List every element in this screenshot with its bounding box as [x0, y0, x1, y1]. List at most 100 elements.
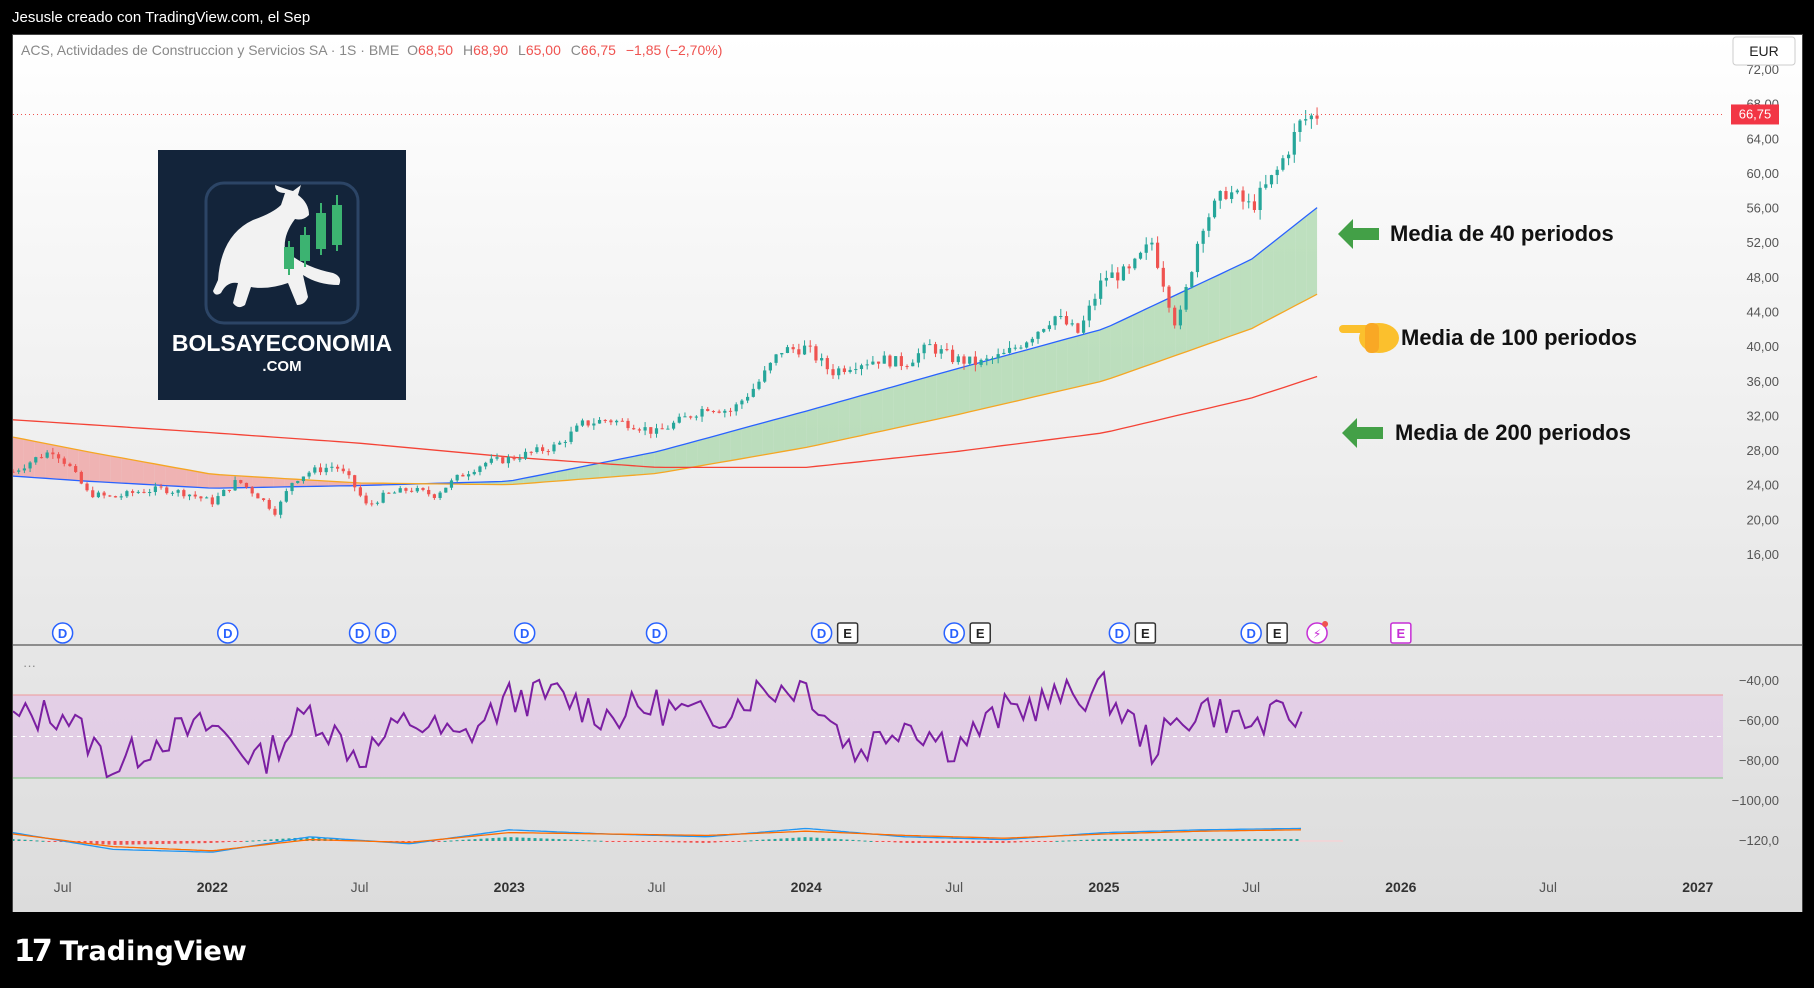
- candle: [734, 402, 738, 416]
- candle: [501, 456, 505, 464]
- currency-button[interactable]: EUR: [1732, 36, 1796, 66]
- indicator-collapse-dots[interactable]: ···: [23, 658, 36, 673]
- macd-histogram-bar: [1151, 839, 1155, 841]
- macd-histogram-bar: [1169, 839, 1173, 841]
- candle: [1059, 308, 1063, 320]
- lower-y-tick-label: −40,00: [1739, 673, 1779, 688]
- macd-histogram-bar: [491, 838, 495, 841]
- candle: [1007, 341, 1012, 354]
- macd-histogram-bar: [545, 838, 549, 841]
- event-marker[interactable]: E: [836, 622, 859, 644]
- event-marker[interactable]: D: [217, 622, 239, 644]
- macd-histogram-bar: [749, 840, 753, 842]
- candle: [239, 479, 243, 485]
- event-marker[interactable]: D: [1108, 622, 1131, 644]
- macd-histogram-bar: [233, 841, 237, 842]
- ma-fill-segment: [817, 404, 829, 446]
- event-marker[interactable]: E: [1266, 622, 1288, 644]
- svg-text:D: D: [1115, 626, 1124, 641]
- ma-fill-segment: [154, 463, 166, 486]
- ma-fill-segment: [828, 401, 839, 443]
- candle: [39, 453, 44, 459]
- candle: [404, 487, 408, 494]
- x-tick-label: 2022: [197, 879, 228, 895]
- macd-histogram-bar: [539, 838, 543, 841]
- macd-histogram-bar: [1031, 841, 1035, 842]
- event-marker[interactable]: E: [1390, 622, 1412, 644]
- macd-histogram-bar: [107, 841, 111, 845]
- pointing-hand-icon: [1339, 323, 1399, 353]
- ma-fill-segment: [599, 460, 611, 478]
- green-arrow-left-icon: [1338, 219, 1379, 249]
- candle: [102, 490, 106, 499]
- macd-histogram-bar: [809, 837, 813, 841]
- event-marker[interactable]: D: [513, 622, 536, 644]
- svg-text:E: E: [976, 626, 985, 641]
- candle: [506, 454, 511, 468]
- tradingview-logo[interactable]: 17 TradingView: [14, 934, 247, 969]
- candle: [91, 486, 95, 499]
- ma-fill-segment: [284, 478, 296, 487]
- macd-histogram-bar: [119, 841, 123, 845]
- macd-histogram-bar: [761, 839, 765, 841]
- candle: [461, 473, 465, 477]
- symbol-bar: ACS, Actividades de Construccion y Servi…: [21, 42, 722, 58]
- event-marker[interactable]: D: [374, 622, 397, 644]
- candle: [1190, 271, 1194, 289]
- x-tick-label: 2027: [1682, 879, 1713, 895]
- candle: [523, 448, 528, 460]
- candle: [615, 419, 619, 426]
- ma-fill-segment: [1067, 335, 1078, 390]
- candle: [837, 366, 841, 380]
- x-tick-label: Jul: [648, 879, 666, 895]
- macd-histogram-bar: [737, 841, 741, 842]
- ma-fill-segment: [1001, 353, 1013, 405]
- macd-histogram-bar: [89, 841, 93, 844]
- footer: [0, 912, 1814, 988]
- candle: [597, 417, 602, 424]
- candle: [432, 493, 436, 500]
- ma-fill-segment: [99, 453, 111, 483]
- ma-fill-segment: [1143, 305, 1155, 367]
- ma-fill-segment: [1154, 300, 1165, 364]
- candle: [968, 356, 972, 366]
- macd-histogram-bar: [1013, 841, 1017, 843]
- chart-frame[interactable]: 72,00 68,00 64,00 60,00 56,00 52,00 48,00 44,00…: [12, 34, 1803, 914]
- annotation-ma40: Media de 40 periodos: [1338, 219, 1614, 249]
- event-marker[interactable]: D: [943, 622, 965, 644]
- macd-histogram-bar: [1271, 839, 1275, 841]
- event-marker[interactable]: D: [348, 622, 371, 644]
- ma-fill-segment: [860, 392, 872, 436]
- ma-fill-segment: [762, 419, 774, 455]
- event-marker[interactable]: ⚡: [1306, 621, 1329, 644]
- macd-histogram-bar: [551, 838, 555, 841]
- macd-histogram-bar: [1247, 839, 1251, 841]
- event-marker[interactable]: E: [969, 622, 991, 644]
- event-marker[interactable]: D: [1240, 622, 1262, 644]
- macd-histogram-bar: [779, 838, 783, 841]
- macd-histogram-bar: [1025, 841, 1029, 843]
- candle: [1002, 348, 1006, 355]
- y-tick-label: 56,00: [1746, 201, 1779, 216]
- ma-fill-segment: [1197, 279, 1209, 348]
- candle: [905, 364, 909, 370]
- candle: [1315, 107, 1319, 125]
- macd-histogram-bar: [83, 841, 87, 844]
- candle: [56, 452, 61, 463]
- candle: [341, 464, 345, 474]
- candle: [261, 498, 266, 502]
- candle: [1309, 113, 1313, 129]
- event-marker[interactable]: D: [810, 622, 833, 644]
- macd-histogram-bar: [815, 837, 819, 841]
- event-marker[interactable]: E: [1134, 622, 1157, 644]
- candle: [222, 489, 226, 497]
- macd-histogram-bar: [1061, 840, 1065, 842]
- price-chart[interactable]: 72,0068,0064,0060,0056,0052,0048,0044,00…: [13, 35, 1802, 913]
- svg-text:E: E: [1141, 626, 1150, 641]
- candle: [649, 427, 653, 439]
- macd-histogram-bar: [1181, 839, 1185, 841]
- event-marker[interactable]: D: [51, 622, 74, 644]
- event-marker[interactable]: D: [645, 622, 668, 644]
- macd-histogram-bar: [785, 838, 789, 841]
- candle: [1042, 328, 1046, 334]
